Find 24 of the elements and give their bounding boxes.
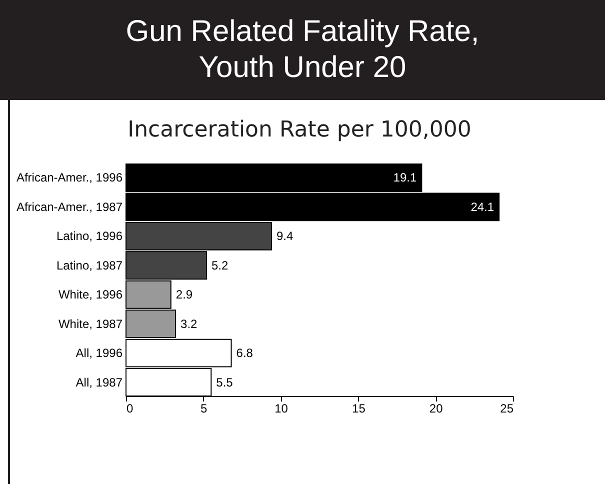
x-tick-label: 15 <box>352 402 366 416</box>
y-tick-label: African-Amer., 1996 <box>16 170 123 185</box>
x-tick-label: 5 <box>200 402 208 416</box>
y-tick-label: Latino, 1987 <box>56 258 123 272</box>
data-label: 9.4 <box>276 229 294 244</box>
data-label: 5.2 <box>211 258 229 272</box>
y-tick-label: White, 1996 <box>58 288 123 302</box>
y-tick-label: All, 1987 <box>76 375 123 390</box>
y-tick-label: White, 1987 <box>58 316 123 331</box>
y-tick-label: All, 1996 <box>76 346 123 360</box>
chart-subtitle: Incarceration Rate per 100,000 <box>128 118 472 142</box>
y-tick-label: Latino, 1996 <box>56 229 123 244</box>
data-label: 24.1 <box>470 200 494 214</box>
data-label: 2.9 <box>176 288 193 302</box>
x-tick-label: 10 <box>274 402 288 416</box>
data-label: 19.1 <box>393 170 417 185</box>
y-tick-label: African-Amer., 1987 <box>16 200 123 214</box>
x-tick-label: 25 <box>500 402 514 416</box>
data-label: 3.2 <box>180 316 198 331</box>
data-label: 6.8 <box>236 346 254 360</box>
x-tick-label: 20 <box>429 402 444 416</box>
x-tick-label: 0 <box>126 402 134 416</box>
chart-title: Gun Related Fatality Rate, Youth Under 20 <box>124 14 480 86</box>
data-label: 5.5 <box>216 375 234 390</box>
